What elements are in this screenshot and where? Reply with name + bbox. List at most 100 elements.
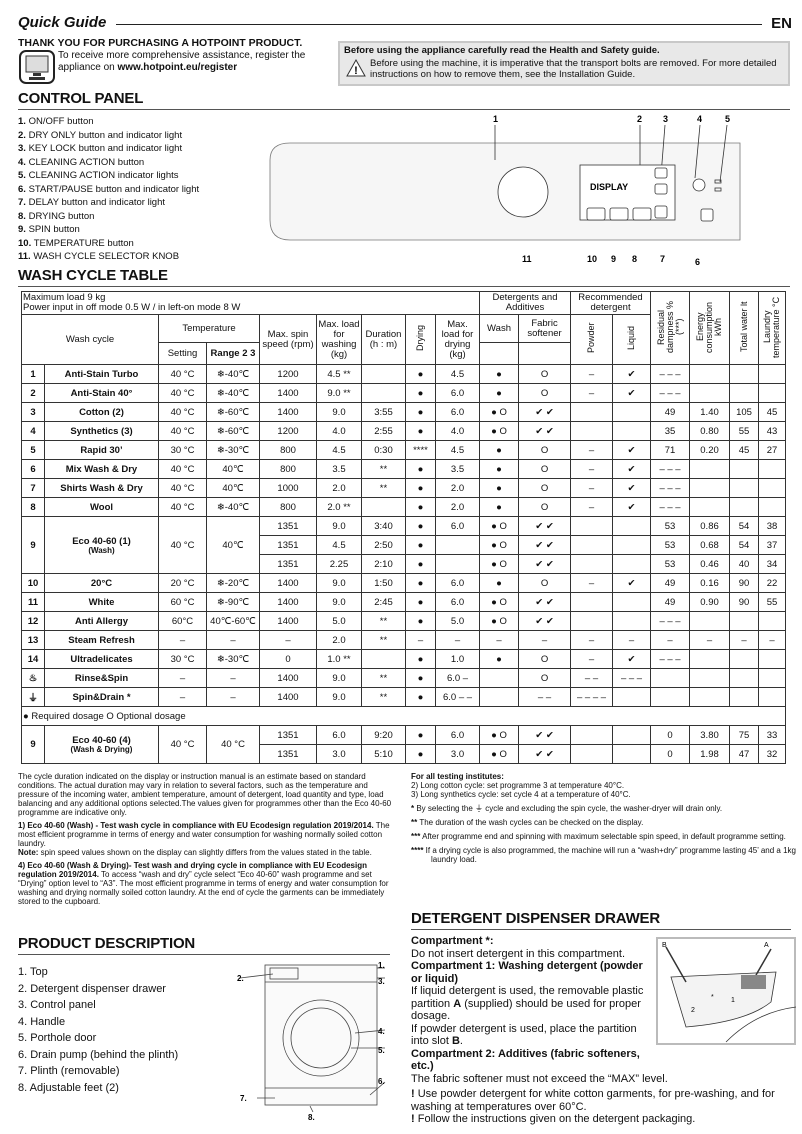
cell-softener: O bbox=[518, 649, 572, 669]
cell-duration: 9:20 bbox=[361, 725, 406, 745]
table-row: 7 Shirts Wash & Dry 40 °C 40℃ 1000 2.0 ** ● 2.0 ●… bbox=[21, 478, 787, 498]
temp-setting: 40 °C bbox=[158, 497, 207, 517]
cell-spin: 1200 bbox=[259, 364, 317, 384]
register-text-body: To receive more comprehensive assistance… bbox=[58, 50, 306, 73]
cell-drying: ● bbox=[405, 687, 436, 707]
cell-duration: ** bbox=[361, 668, 406, 688]
temp-range: 40℃ bbox=[206, 459, 260, 479]
cell-wash: ● bbox=[479, 440, 520, 460]
callout-6: 6. bbox=[378, 1077, 385, 1086]
cell-energy: 0.16 bbox=[689, 573, 731, 593]
cell-water: – bbox=[729, 630, 760, 650]
cell-water: 54 bbox=[729, 535, 760, 555]
cell-residual bbox=[650, 668, 691, 688]
cell-residual: – – – bbox=[650, 649, 691, 669]
cell-drying: ● bbox=[405, 497, 436, 517]
temp-setting: 40 °C bbox=[158, 402, 207, 422]
temp-range: ❄-40℃ bbox=[206, 497, 260, 517]
cell-residual: 53 bbox=[650, 554, 691, 574]
cell-softener: ✔ ✔ bbox=[518, 402, 572, 422]
cell-drying: ● bbox=[405, 744, 436, 764]
cell-powder: – – bbox=[570, 668, 614, 688]
divider bbox=[411, 929, 791, 930]
table-row: 12 Anti Allergy 60°C 40℃-60℃ 1400 5.0 ** ● 5.0 ● … bbox=[21, 611, 787, 631]
cell-water bbox=[729, 459, 760, 479]
cell-load-dry: 6.0 – bbox=[434, 668, 481, 688]
cell-load-wash: 4.0 bbox=[316, 421, 362, 441]
control-panel-item: 3. KEY LOCK button and indicator light bbox=[18, 143, 183, 154]
cell-load-wash: 9.0 bbox=[316, 592, 362, 612]
cell-energy bbox=[689, 649, 731, 669]
cell-liquid bbox=[612, 592, 652, 612]
washing-machine-diagram: 1. 2. 3. 4. 5. 6. 7. 8. bbox=[237, 961, 386, 1122]
cell-liquid: ✔ bbox=[612, 383, 652, 403]
callout-4: 4 bbox=[697, 114, 702, 124]
cell-load-wash: 5.0 bbox=[316, 611, 362, 631]
cell-load-dry: 5.0 bbox=[434, 611, 481, 631]
cell-water: 40 bbox=[729, 554, 760, 574]
header-recommended: Recommended detergent bbox=[570, 291, 652, 315]
cell-water: 90 bbox=[729, 592, 760, 612]
cell-powder bbox=[570, 421, 614, 441]
table-info: Maximum load 9 kg Power input in off mode… bbox=[20, 291, 481, 315]
cell-laundry-temp: 33 bbox=[758, 725, 787, 745]
power-input: Power input in off mode 0.5 W / in left-… bbox=[23, 302, 241, 313]
cycle-name: 20°C bbox=[44, 573, 159, 593]
temp-range: 40℃-60℃ bbox=[206, 611, 260, 631]
cell-duration: 3:55 bbox=[361, 402, 406, 422]
svg-text:!: ! bbox=[354, 65, 358, 77]
header-drying: Drying bbox=[405, 314, 436, 365]
cell-powder: – – – – bbox=[570, 687, 614, 707]
control-panel-item: 7. DELAY button and indicator light bbox=[18, 197, 166, 208]
cell-liquid: – bbox=[612, 630, 652, 650]
temp-setting: 60 °C bbox=[158, 592, 207, 612]
temp-range: ❄-90℃ bbox=[206, 592, 260, 612]
control-panel-item: 9. SPIN button bbox=[18, 224, 80, 235]
cell-water: 105 bbox=[729, 402, 760, 422]
product-heading: PRODUCT DESCRIPTION bbox=[18, 935, 196, 952]
cell-drying: ● bbox=[405, 725, 436, 745]
cell-residual bbox=[650, 687, 691, 707]
cell-spin: 800 bbox=[259, 459, 317, 479]
cell-drying: – bbox=[405, 630, 436, 650]
cell-residual: – – – bbox=[650, 497, 691, 517]
register-link[interactable]: www.hotpoint.eu/register bbox=[117, 62, 238, 73]
table-row: 5 Rapid 30’ 30 °C ❄-30℃ 800 4.5 0:30 **** 4.5 ● O –… bbox=[21, 440, 787, 460]
cell-duration bbox=[361, 497, 406, 517]
cell-softener: O bbox=[518, 383, 572, 403]
compartment-1-text-a: If liquid detergent is used, the removab… bbox=[411, 985, 644, 1022]
cell-load-dry bbox=[434, 554, 481, 574]
cell-duration bbox=[361, 383, 406, 403]
cell-water bbox=[729, 611, 760, 631]
callout-3: 3. bbox=[378, 977, 385, 986]
cycle-name: Spin&Drain * bbox=[44, 687, 159, 707]
cell-spin: 1400 bbox=[259, 573, 317, 593]
cycle-name: Shirts Wash & Dry bbox=[44, 478, 159, 498]
cell-powder: – bbox=[570, 459, 614, 479]
temp-setting: – bbox=[158, 630, 207, 650]
page-title: Quick Guide bbox=[18, 14, 107, 31]
header-laundry-temp: Laundry temperature °C bbox=[758, 291, 787, 365]
cell-spin: 1400 bbox=[259, 687, 317, 707]
cycle-number: 12 bbox=[21, 611, 45, 631]
cell-load-wash: 4.5 ** bbox=[316, 364, 362, 384]
cell-water bbox=[729, 478, 760, 498]
product-item: 4. Handle bbox=[18, 1015, 66, 1028]
cell-powder bbox=[570, 725, 614, 745]
drawer-text: B A 2 1 * Compartment *: Do not insert deter… bbox=[411, 935, 796, 1126]
cell-laundry-temp: 38 bbox=[758, 516, 787, 536]
header-duration: Duration (h : m) bbox=[361, 314, 406, 365]
cell-wash: ● O bbox=[479, 402, 520, 422]
compartment-1-text-b: If powder detergent is used, place the p… bbox=[411, 1022, 637, 1048]
safety-body: Before using the machine, it is imperati… bbox=[370, 58, 777, 80]
cell-drying: ● bbox=[405, 364, 436, 384]
cell-laundry-temp: – bbox=[758, 630, 787, 650]
cell-wash: ● O bbox=[479, 744, 520, 764]
temp-setting: 30 °C bbox=[158, 440, 207, 460]
cell-powder bbox=[570, 402, 614, 422]
divider bbox=[18, 286, 790, 287]
temp-range: 40 °C bbox=[206, 725, 260, 764]
cell-softener: O bbox=[518, 364, 572, 384]
cell-duration: 5:10 bbox=[361, 744, 406, 764]
cell-residual: 53 bbox=[650, 516, 691, 536]
